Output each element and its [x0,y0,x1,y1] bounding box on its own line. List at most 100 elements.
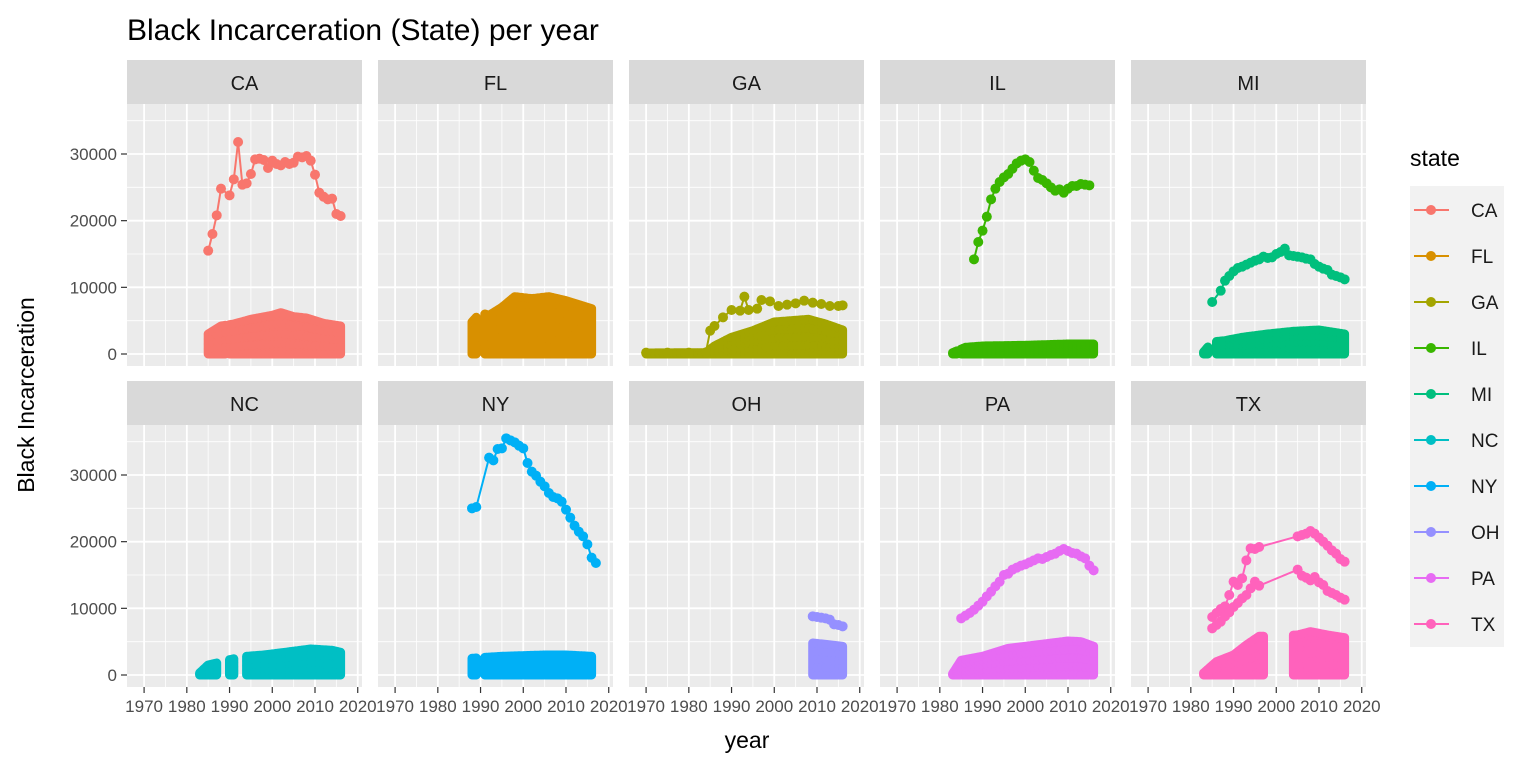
x-tick-label: 2020 [1092,697,1130,716]
data-point [838,656,847,665]
facet-strip [378,381,613,425]
data-point [641,347,652,358]
data-point [587,338,596,347]
data-point [743,305,754,315]
data-point [258,155,269,165]
legend-item-oh: OH [1414,523,1500,544]
data-point [1254,580,1265,591]
data-point [969,254,979,265]
x-tick-label: 2010 [296,697,334,716]
x-tick-label: 2010 [1049,697,1087,716]
x-axis-title: year [725,727,770,753]
data-point [203,245,214,256]
data-point [336,335,345,345]
data-point [1224,590,1235,600]
facet-strip [880,60,1115,104]
data-point [838,343,847,353]
facet-strip [629,60,864,104]
data-point [1203,342,1213,352]
x-tick-label: 1990 [713,697,751,716]
data-point [582,539,593,550]
data-point [838,642,847,651]
data-point [1254,542,1265,552]
data-point [1024,157,1035,167]
data-point [327,193,338,204]
y-axis-title: Black Incarceration [13,297,39,493]
x-tick-label: 2000 [504,697,542,716]
facet-strip-label: FL [484,73,507,95]
data-point [241,178,252,189]
data-point [1259,660,1268,670]
facet-strip [127,60,362,104]
legend-item-il: IL [1414,339,1487,360]
legend-item-pa: PA [1414,569,1495,590]
facet-panels: CA 0 10000 20000 30000 FL GA IL MI NC 0 10000 20000 3… [70,60,1381,716]
legend-label: GA [1471,293,1499,314]
data-point [726,305,737,315]
panel-background [1131,104,1366,366]
data-point [1089,663,1098,673]
x-tick-label: 2000 [253,697,291,716]
data-point [1089,656,1098,665]
y-tick-label: 0 [108,666,117,685]
data-point [1340,329,1349,339]
x-tick-label: 1970 [627,697,665,716]
facet-strip-label: CA [231,73,259,95]
data-point [522,458,533,468]
data-point [216,183,226,194]
data-point [838,337,847,347]
legend-key-point [1426,297,1436,307]
facet-panel-ny: NY 1970 1980 1990 2000 2010 2020 [376,381,628,716]
data-point [336,342,345,352]
facet-strip-label: PA [985,394,1011,416]
data-point [838,670,847,680]
facet-strip [378,60,613,104]
y-tick-label: 20000 [70,212,117,231]
facet-strip-label: NC [230,394,259,416]
data-point [1080,553,1091,564]
data-point [838,349,847,359]
data-point [973,237,984,247]
data-point [1340,652,1349,661]
facet-panel-fl: FL [378,60,613,366]
data-point [1084,180,1095,191]
legend-item-fl: FL [1414,247,1493,268]
data-point [838,649,847,658]
facet-panel-mi: MI [1131,60,1366,366]
facet-strip-label: MI [1237,73,1259,95]
data-point [245,169,256,179]
data-point [1340,670,1349,680]
data-point [310,169,320,180]
data-point [1028,165,1039,176]
legend-label: OH [1471,523,1500,544]
data-point [782,299,793,310]
x-tick-label: 1980 [1172,697,1210,716]
data-point [1241,555,1252,566]
data-point [765,296,775,307]
data-point [1259,641,1268,651]
data-point [1340,633,1349,642]
data-point [838,331,847,341]
data-point [773,301,784,311]
data-point [718,312,728,323]
data-point [837,621,848,632]
data-point [752,303,763,314]
facet-panel-tx: TX 1970 1980 1990 2000 2010 2020 [1129,381,1381,716]
data-point [799,295,810,306]
data-point [211,210,222,221]
legend-label: IL [1471,339,1487,360]
data-point [1339,594,1350,605]
legend-key-point [1426,435,1436,445]
panel-background [378,425,613,687]
legend-key-point [1426,205,1436,215]
data-point [683,347,694,358]
x-tick-label: 2020 [841,697,879,716]
data-point [496,443,507,454]
data-point [471,313,481,322]
data-point [578,531,589,542]
data-point [790,298,801,309]
data-point [263,163,273,173]
legend-item-ca: CA [1414,201,1498,222]
facet-strip [1131,60,1366,104]
